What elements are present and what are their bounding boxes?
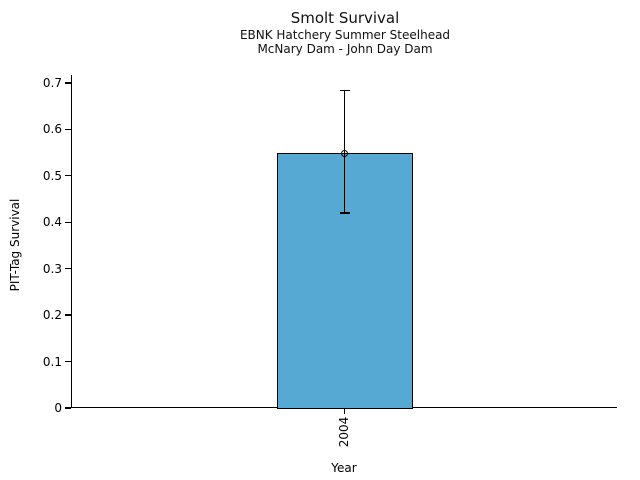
y-axis-spine (71, 75, 73, 408)
chart-subtitle-line1: EBNK Hatchery Summer Steelhead (239, 28, 451, 42)
y-tick-mark (65, 82, 71, 84)
y-tick-mark (65, 221, 71, 223)
error-bar-cap-bottom (339, 212, 350, 214)
y-tick-label: 0.1 (42, 354, 62, 369)
y-tick-mark (65, 128, 71, 130)
y-tick-mark (65, 175, 71, 177)
y-tick-label: 0.6 (42, 122, 62, 137)
y-tick-mark (65, 314, 71, 316)
y-tick-label: 0.2 (42, 308, 62, 323)
chart-title: Smolt Survival (290, 9, 400, 27)
y-tick-label: 0.3 (42, 261, 62, 276)
x-tick-mark (343, 408, 346, 414)
y-tick-mark (65, 407, 71, 409)
y-tick-mark (65, 268, 71, 270)
y-tick-label: 0.7 (42, 75, 62, 90)
y-tick-label: 0.5 (42, 168, 62, 183)
x-axis-label: Year (331, 461, 357, 475)
y-tick-label: 0 (54, 401, 62, 415)
point-marker-icon (341, 149, 348, 157)
chart-title-block: Smolt Survival EBNK Hatchery Summer Stee… (72, 9, 618, 56)
y-axis-label: PIT-Tag Survival (8, 198, 22, 292)
y-tick-label: 0.4 (42, 215, 62, 230)
x-tick-label-2004: 2004 (337, 416, 351, 448)
error-bar-cap-top (339, 90, 350, 92)
y-tick-mark (65, 360, 71, 363)
chart-subtitle-line2: McNary Dam - John Day Dam (257, 42, 433, 56)
